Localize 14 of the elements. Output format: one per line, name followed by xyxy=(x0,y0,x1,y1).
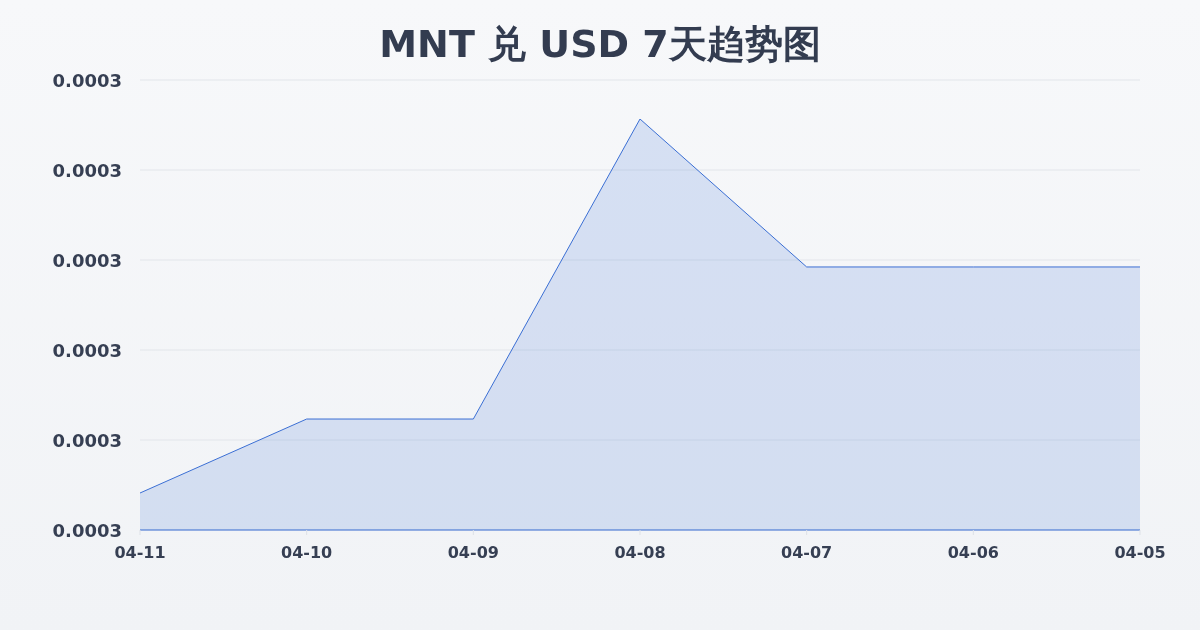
text: 0.0003 xyxy=(52,69,122,91)
chart-title: MNT 兑 USD 7天趋势图 xyxy=(378,21,822,68)
text: 0.0003 xyxy=(52,159,122,181)
x-tick-label: 04-11 xyxy=(114,543,166,563)
text: 0.0003 xyxy=(52,519,122,541)
x-tick-label: 04-06 xyxy=(947,543,999,563)
x-tick-label: 04-09 xyxy=(447,543,499,563)
text: 0.0003 xyxy=(52,429,122,451)
x-tick-label: 04-08 xyxy=(614,543,666,563)
text: 0.0003 xyxy=(52,249,122,271)
x-tick-label: 04-07 xyxy=(781,543,833,563)
text: 0.0003 xyxy=(52,339,122,361)
x-tick-label: 04-10 xyxy=(281,543,333,563)
x-tick-label: 04-05 xyxy=(1114,543,1166,563)
